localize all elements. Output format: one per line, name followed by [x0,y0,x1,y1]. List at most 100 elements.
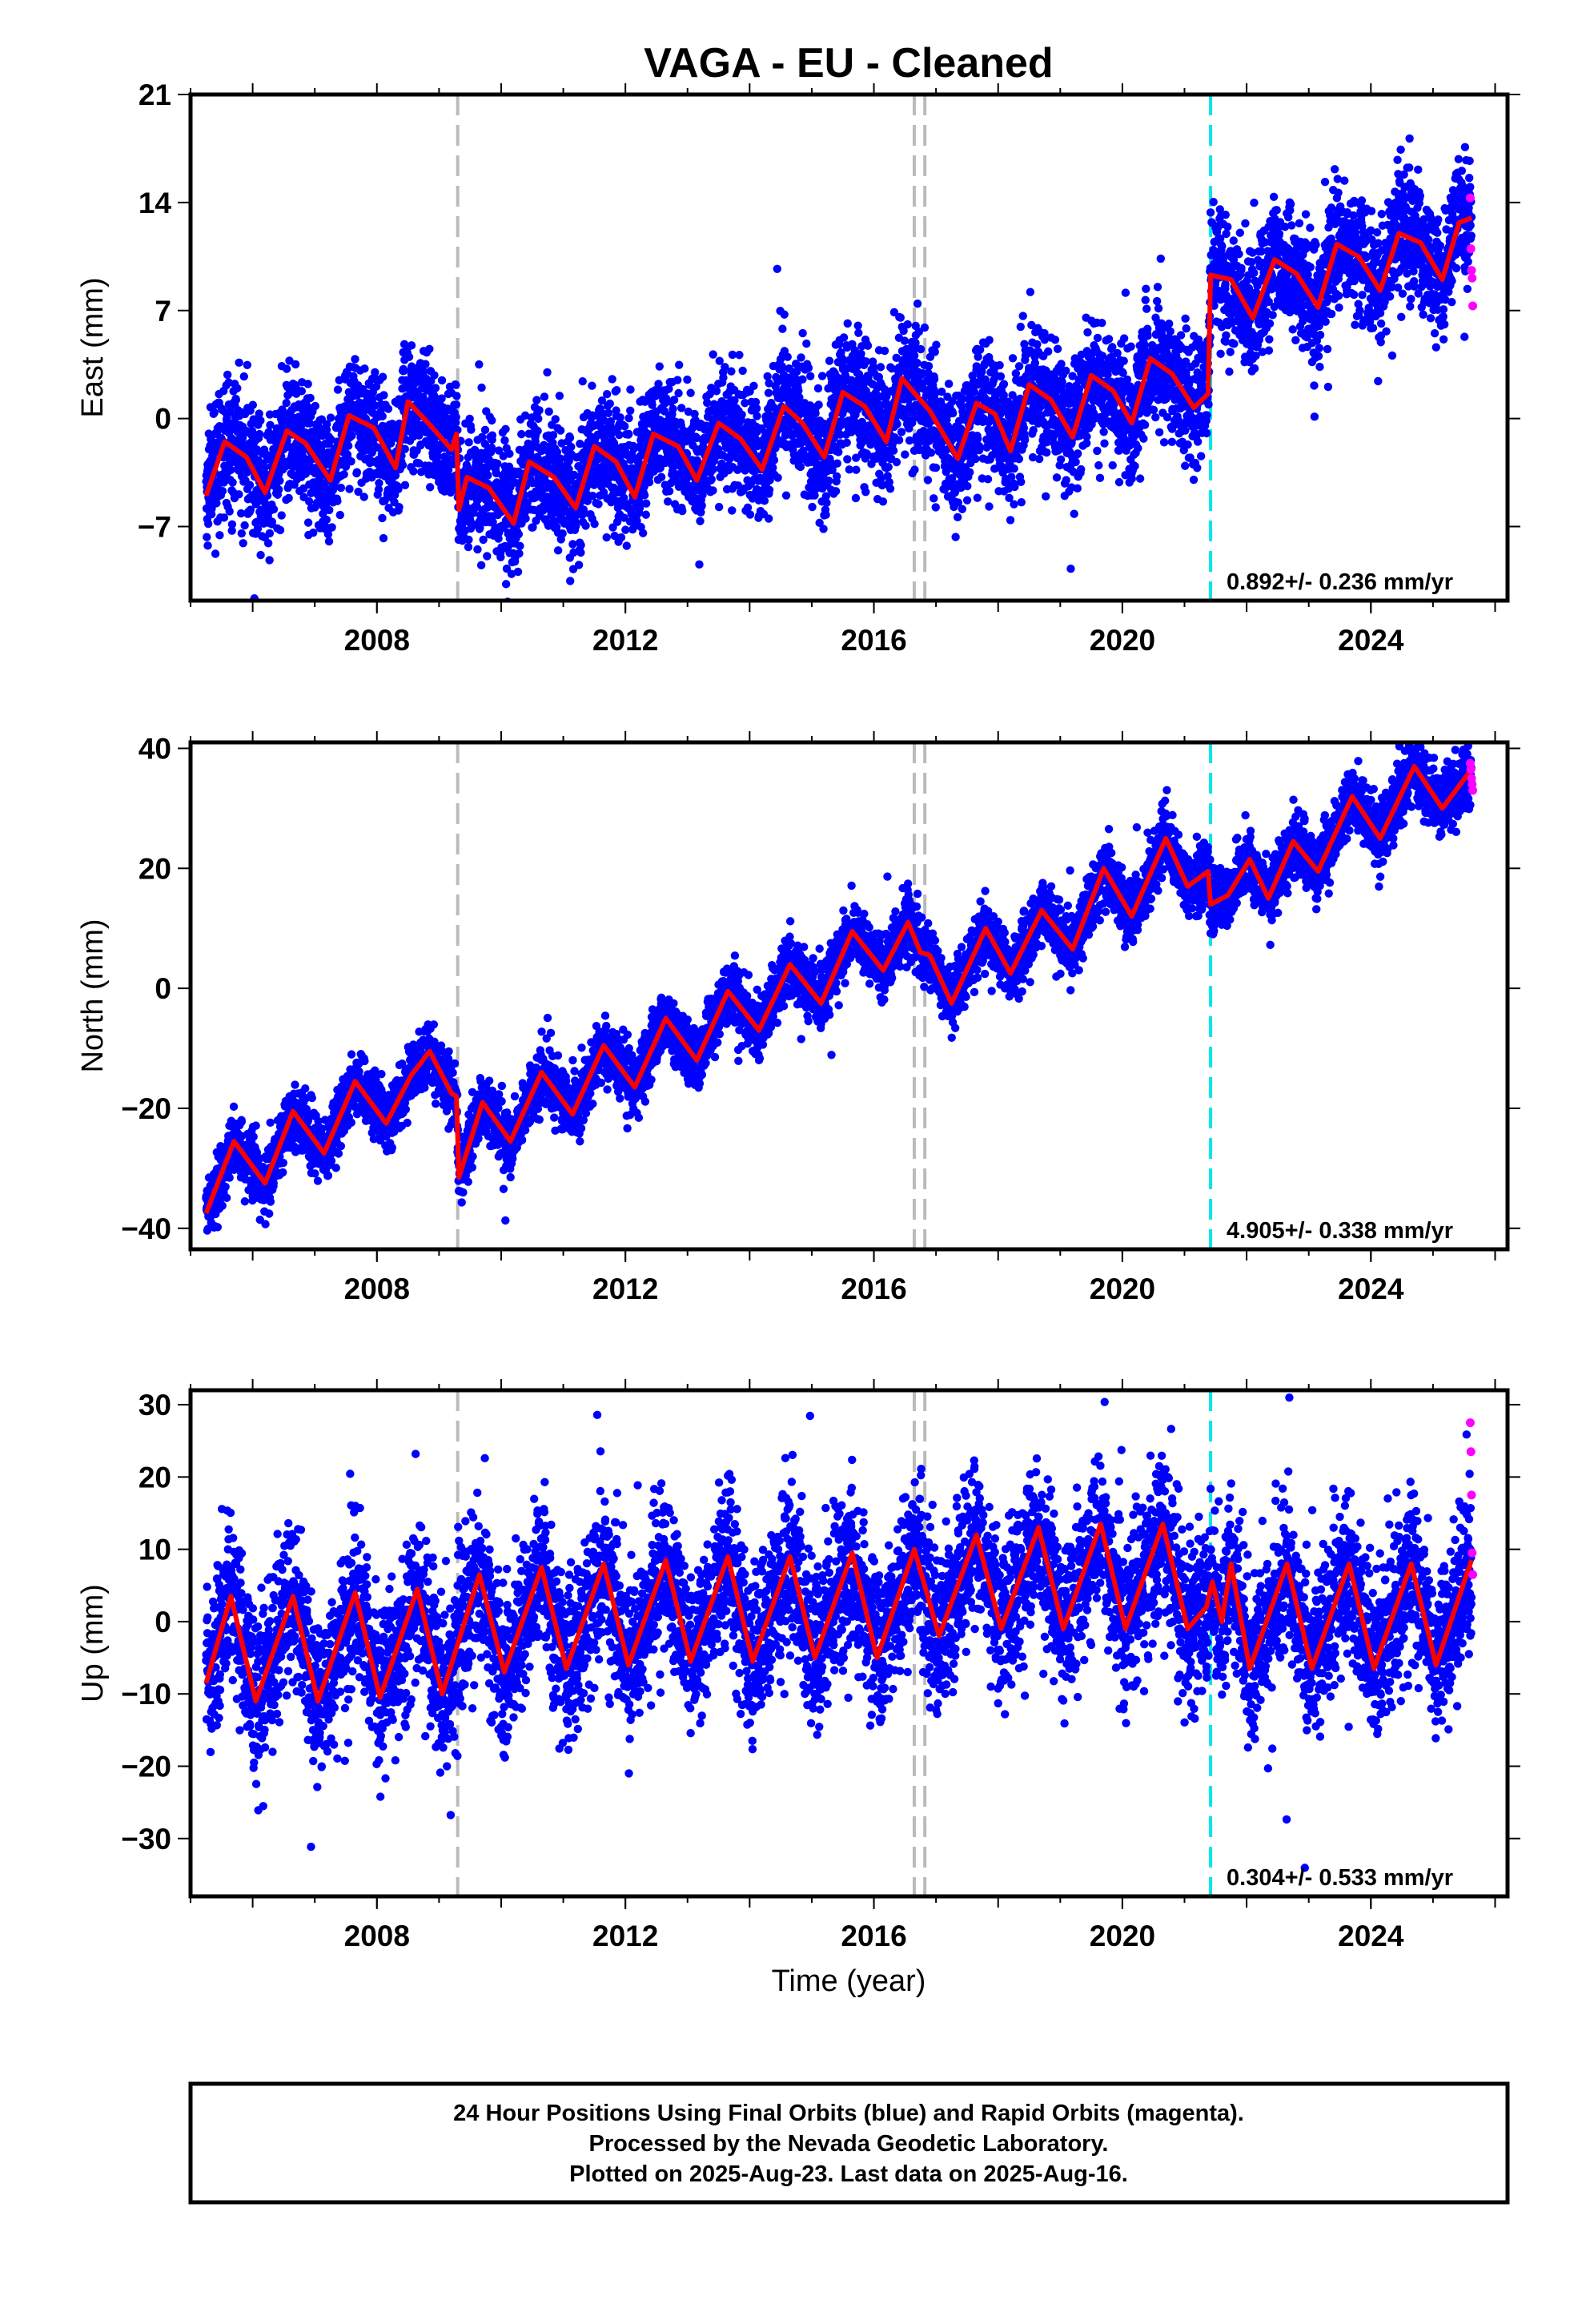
east-data-point [245,480,255,489]
east-data-point [854,328,863,337]
east-data-point [556,426,565,435]
east-data-point [588,492,597,501]
east-data-point [926,448,936,457]
east-data-point [266,420,275,430]
east-data-point [678,506,687,516]
east-data-point [500,436,509,445]
east-data-point [656,472,666,481]
east-data-point [1008,354,1018,363]
east-data-point [464,542,473,552]
east-data-point [594,500,603,509]
east-data-point [696,517,705,525]
east-data-point [452,400,461,409]
east-data-point [1071,457,1080,467]
east-data-point [404,352,414,361]
east-data-point [483,552,492,561]
east-data-point [246,505,255,514]
east-data-point [738,366,747,376]
east-data-point [507,569,516,578]
east-data-point [798,328,807,338]
east-data-point [1017,477,1026,486]
east-data-point [219,513,229,522]
east-data-point [963,481,972,491]
east-data-point [235,490,243,499]
east-data-point [773,473,782,482]
east-data-point [839,333,849,342]
east-data-point [228,478,237,487]
east-data-point [974,434,982,444]
east-data-point [484,471,492,480]
east-data-point [884,463,893,472]
east-data-point [551,415,560,424]
east-data-point [395,503,404,512]
east-data-point [375,479,383,488]
east-data-point [852,465,861,474]
east-data-point [347,431,356,440]
east-data-point [291,360,300,369]
east-data-point [712,387,721,396]
east-data-point [543,368,552,377]
east-data-point [843,319,852,328]
east-data-point [568,540,577,549]
east-data-point [433,452,443,461]
east-data-point [414,459,424,468]
east-data-point [1050,336,1060,344]
east-data-point [475,360,484,369]
east-data-point [544,521,553,530]
east-data-point [379,533,388,543]
east-data-point [624,429,633,439]
east-x-tick-label: 2024 [1338,624,1404,657]
east-data-point [876,363,885,372]
east-data-point [533,426,542,436]
east-data-point [548,431,558,440]
east-data-point [1104,335,1114,344]
east-data-point [520,411,530,420]
east-data-point [480,425,490,435]
east-data-point [297,387,306,396]
east-data-point [516,541,524,551]
east-data-point [540,392,549,401]
east-data-point [608,375,616,384]
east-data-point [842,438,851,448]
east-data-point [813,384,823,393]
east-data-point [303,380,312,388]
east-data-point [336,483,346,493]
east-data-point [576,548,585,557]
east-data-point [394,485,403,494]
east-data-point [374,485,383,494]
east-data-point [488,416,496,425]
east-data-point [391,471,400,480]
east-data-point [1010,464,1018,473]
east-data-point [885,485,895,493]
east-data-point [781,491,791,500]
east-data-point [753,412,761,420]
east-data-point [707,475,716,484]
east-data-point [655,362,664,371]
east-data-point [282,399,291,408]
east-data-point [502,564,512,573]
east-data-point [416,468,426,476]
east-data-point [371,382,381,391]
east-data-point [640,491,649,500]
east-data-point [501,580,511,589]
east-data-point [407,341,416,350]
east-data-point [944,380,954,388]
east-data-point [544,407,553,416]
east-data-point [1016,322,1025,332]
east-data-point [602,533,611,542]
east-data-point [330,482,339,492]
east-data-point [526,450,535,460]
east-x-tick-label: 2008 [344,624,410,657]
east-data-point [301,428,310,438]
east-data-point [932,340,941,349]
east-data-point [567,442,576,452]
east-data-point [275,476,284,485]
east-data-point [215,531,224,540]
east-data-point [360,364,369,373]
east-data-point [1034,454,1044,464]
east-data-point [514,529,524,539]
east-data-point [893,420,901,428]
east-data-point [760,497,769,505]
east-data-point [218,486,227,496]
